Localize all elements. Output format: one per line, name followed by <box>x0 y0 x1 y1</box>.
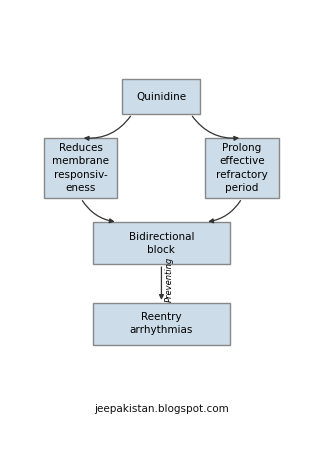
Text: jeepakistan.blogspot.com: jeepakistan.blogspot.com <box>94 404 229 414</box>
Text: Bidirectional
block: Bidirectional block <box>129 231 194 255</box>
FancyBboxPatch shape <box>205 138 279 198</box>
FancyBboxPatch shape <box>122 79 200 114</box>
FancyBboxPatch shape <box>93 303 230 345</box>
Text: Prolong
effective
refractory
period: Prolong effective refractory period <box>216 143 268 193</box>
FancyBboxPatch shape <box>44 138 117 198</box>
Text: Reentry
arrhythmias: Reentry arrhythmias <box>130 312 193 336</box>
FancyBboxPatch shape <box>93 222 230 264</box>
Text: Preventing: Preventing <box>164 257 173 302</box>
Text: Quinidine: Quinidine <box>136 91 186 101</box>
Text: Reduces
membrane
responsiv-
eness: Reduces membrane responsiv- eness <box>52 143 109 193</box>
